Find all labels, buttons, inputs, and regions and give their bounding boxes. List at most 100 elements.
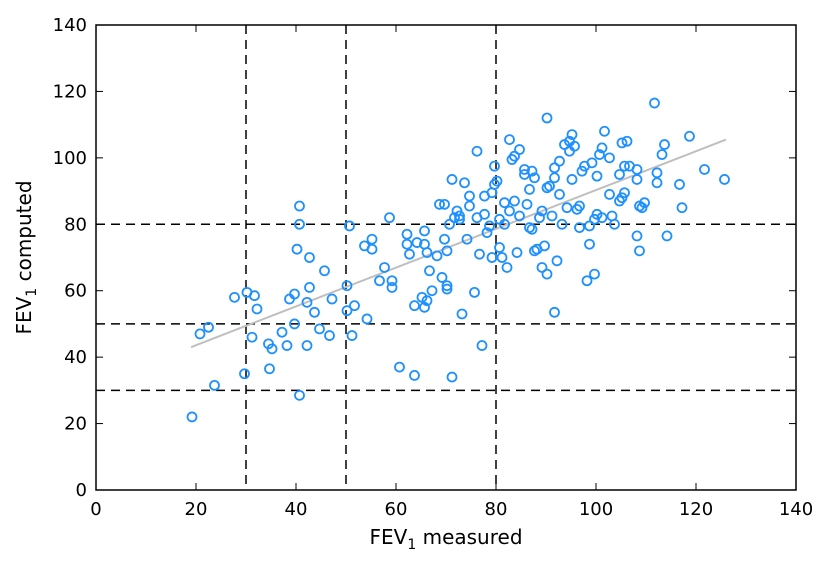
data-point (294, 389, 305, 401)
x-tick-label: 120 (679, 499, 713, 520)
data-point (649, 97, 660, 109)
data-point (309, 306, 320, 318)
data-point (289, 318, 300, 330)
data-point (536, 262, 548, 273)
data-point (266, 343, 278, 355)
data-point (504, 205, 515, 217)
data-point (521, 198, 533, 210)
data-point (599, 125, 610, 137)
y-tick-label: 100 (53, 148, 87, 169)
data-point (454, 213, 465, 225)
x-tick-label: 100 (579, 499, 613, 520)
data-point (401, 238, 413, 250)
data-point (209, 379, 220, 391)
data-point (476, 340, 488, 351)
data-point (499, 218, 510, 230)
data-point (631, 164, 643, 175)
data-point (529, 172, 540, 184)
data-point (561, 202, 573, 214)
data-point (459, 177, 470, 189)
data-point (444, 218, 455, 230)
data-point (471, 145, 483, 157)
x-axis-label-main: FEV (369, 525, 407, 549)
data-point (586, 157, 598, 169)
y-tick-label: 80 (64, 214, 87, 235)
data-point (421, 295, 433, 307)
y-axis-label-subscript: 1 (24, 288, 40, 297)
data-point (203, 321, 214, 333)
data-point (394, 361, 405, 373)
data-point (439, 198, 450, 210)
data-point (346, 330, 358, 341)
data-point (524, 184, 535, 195)
data-point (301, 340, 313, 351)
data-point (509, 195, 520, 207)
x-tick-label: 40 (285, 499, 308, 520)
y-axis-label-main: FEV (12, 296, 36, 334)
data-point (659, 139, 670, 150)
data-point (504, 134, 515, 145)
data-point (419, 301, 430, 313)
data-point (496, 252, 508, 263)
data-point (619, 187, 630, 199)
data-point (246, 331, 258, 343)
data-point (549, 306, 560, 318)
data-point (409, 300, 420, 312)
data-point (591, 170, 603, 182)
data-point (439, 233, 450, 245)
data-point (639, 197, 650, 209)
data-point (486, 252, 498, 263)
data-point (509, 150, 520, 162)
data-point (699, 164, 710, 175)
data-point (449, 212, 460, 224)
data-point (314, 323, 325, 335)
plot-frame (95, 24, 797, 491)
data-point (539, 240, 550, 252)
data-point (374, 275, 385, 287)
data-point (441, 245, 453, 257)
data-point (264, 363, 275, 375)
data-point (499, 197, 510, 209)
data-point (651, 177, 663, 189)
data-point (426, 285, 438, 297)
x-axis-label-rest: measured (416, 525, 522, 549)
data-point (304, 281, 315, 293)
y-tick-label: 120 (53, 81, 87, 102)
data-point (524, 222, 535, 234)
data-point (421, 247, 433, 258)
data-point (511, 247, 523, 258)
data-point (379, 262, 390, 273)
data-point (386, 275, 398, 287)
data-point (529, 245, 540, 257)
data-point (349, 300, 360, 312)
data-point (326, 293, 338, 305)
data-point (501, 262, 513, 273)
data-point (469, 286, 480, 298)
data-point (554, 188, 565, 200)
data-point (281, 340, 293, 351)
data-point (674, 179, 685, 190)
data-point (319, 265, 330, 277)
data-point (514, 144, 525, 155)
data-point (604, 152, 615, 164)
data-point (596, 142, 608, 154)
data-point (676, 202, 688, 214)
data-point (684, 130, 695, 142)
axis-ticks: 0 20 40 60 80 100 120 140 0 20 40 60 80 100 120 140 (53, 15, 814, 520)
data-point (549, 162, 560, 174)
y-tick-label: 40 (64, 347, 87, 368)
x-tick-label: 60 (385, 499, 408, 520)
data-point (464, 200, 475, 212)
data-point (441, 283, 453, 295)
data-point (494, 242, 505, 253)
data-point (651, 167, 663, 179)
x-tick-label: 80 (485, 499, 508, 520)
data-point (186, 411, 198, 423)
data-point (609, 218, 620, 230)
data-point (556, 218, 568, 230)
data-point (479, 208, 490, 220)
data-point (549, 172, 560, 184)
data-point (434, 198, 445, 210)
data-point (366, 243, 378, 255)
data-point (541, 268, 553, 280)
